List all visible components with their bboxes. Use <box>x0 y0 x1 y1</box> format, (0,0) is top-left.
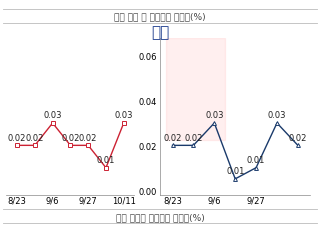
Text: 0.03: 0.03 <box>44 111 62 120</box>
Text: 전세: 전세 <box>151 25 169 40</box>
Text: 0.03: 0.03 <box>268 111 286 120</box>
Text: 0.02: 0.02 <box>8 133 26 142</box>
Text: 0.02: 0.02 <box>79 133 97 142</box>
Bar <box>166 39 225 140</box>
Text: 0.02: 0.02 <box>184 133 203 142</box>
Text: 0.02: 0.02 <box>61 133 80 142</box>
Text: 0.02: 0.02 <box>26 133 44 142</box>
Text: 0.01: 0.01 <box>247 155 265 164</box>
Text: 서울 매매 및 전세가격 변동률(%): 서울 매매 및 전세가격 변동률(%) <box>114 13 206 22</box>
Text: 0.02: 0.02 <box>163 133 182 142</box>
Text: 0.03: 0.03 <box>115 111 133 120</box>
Text: 0.01: 0.01 <box>226 166 244 176</box>
Text: 0.01: 0.01 <box>97 155 115 164</box>
Text: 0.02: 0.02 <box>289 133 307 142</box>
Text: 0.03: 0.03 <box>205 111 224 120</box>
Text: 서울 재건축 매매가격 변동률(%): 서울 재건축 매매가격 변동률(%) <box>116 213 204 221</box>
